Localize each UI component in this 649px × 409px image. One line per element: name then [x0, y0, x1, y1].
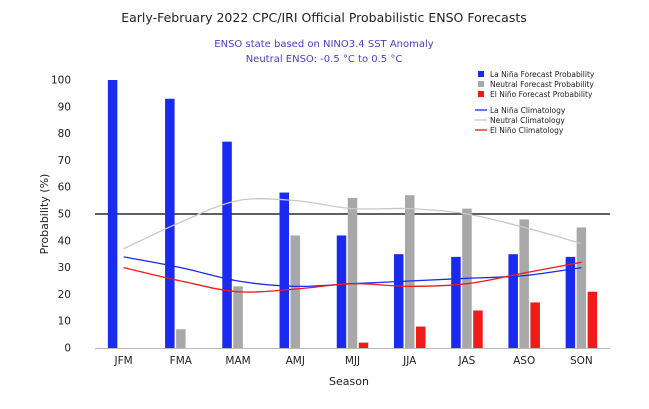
x-tick-label: MJJ: [345, 355, 360, 367]
y-tick-label: 60: [58, 182, 71, 194]
x-tick-label: MAM: [225, 355, 250, 367]
y-tick-label: 100: [51, 75, 71, 87]
bar-neutral: [519, 219, 529, 348]
chart-subtitle-line1: ENSO state based on NINO3.4 SST Anomaly: [214, 39, 433, 50]
x-tick-label: SON: [570, 355, 593, 367]
bar-la-nina: [336, 235, 347, 348]
x-tick-label: JJA: [402, 355, 417, 367]
bar-neutral: [576, 227, 587, 348]
bar-el-nino: [358, 342, 369, 348]
y-tick-label: 10: [58, 316, 71, 328]
legend-label: El Niño Climatology: [490, 126, 564, 135]
y-tick-label: 0: [64, 343, 71, 355]
bar-el-nino: [473, 310, 483, 348]
bar-la-nina: [565, 256, 576, 348]
x-tick-label: AMJ: [286, 355, 305, 367]
y-tick-label: 70: [58, 155, 71, 167]
bar-la-nina: [508, 254, 518, 348]
legend-swatch: [478, 71, 484, 77]
bar-el-nino: [415, 326, 426, 348]
legend-label: Neutral Climatology: [490, 116, 565, 125]
x-tick-label: FMA: [170, 355, 193, 367]
y-tick-label: 90: [58, 101, 71, 113]
bar-la-nina: [165, 98, 175, 348]
line-el-nino: [123, 261, 582, 293]
legend-label: Neutral Forecast Probability: [490, 80, 594, 89]
x-tick-label: ASO: [513, 355, 535, 367]
chart-subtitle-line2: Neutral ENSO: -0.5 °C to 0.5 °C: [246, 54, 403, 65]
bar-neutral: [176, 329, 186, 348]
legend-label: La Niña Climatology: [490, 106, 566, 115]
legend-label: La Niña Forecast Probability: [490, 70, 595, 79]
bar-neutral: [404, 195, 415, 348]
y-tick-label: 80: [58, 128, 71, 140]
y-tick-label: 50: [58, 209, 71, 221]
bar-el-nino: [587, 291, 598, 348]
bar-la-nina: [222, 141, 232, 348]
line-neutral-line: [123, 198, 582, 250]
chart-title: Early-February 2022 CPC/IRI Official Pro…: [121, 10, 527, 25]
y-tick-label: 20: [58, 289, 71, 301]
bar-neutral: [233, 286, 243, 348]
y-tick-label: 30: [58, 262, 71, 274]
bar-el-nino: [530, 302, 540, 348]
x-tick-label: JAS: [458, 355, 476, 367]
x-tick-label: JFM: [114, 355, 133, 367]
bars-layer: [107, 80, 598, 348]
bar-la-nina: [279, 192, 290, 348]
legend-label: El Niño Forecast Probability: [490, 90, 593, 99]
legend-swatch: [478, 91, 484, 97]
y-axis-label: Probability (%): [38, 174, 51, 255]
bar-neutral: [290, 235, 301, 348]
bar-la-nina: [451, 256, 461, 348]
y-tick-label: 40: [58, 235, 71, 247]
legend-swatch: [478, 81, 484, 87]
bar-neutral: [347, 197, 358, 348]
bar-la-nina: [107, 80, 118, 348]
bar-la-nina: [393, 254, 404, 348]
x-axis-label: Season: [329, 375, 369, 388]
axis-layer: 0 10 20 30 40 50 60 70 80 90 100 JFM FMA MAM AMJ MJJ JJA…: [51, 75, 610, 367]
lines-layer: [123, 198, 582, 293]
